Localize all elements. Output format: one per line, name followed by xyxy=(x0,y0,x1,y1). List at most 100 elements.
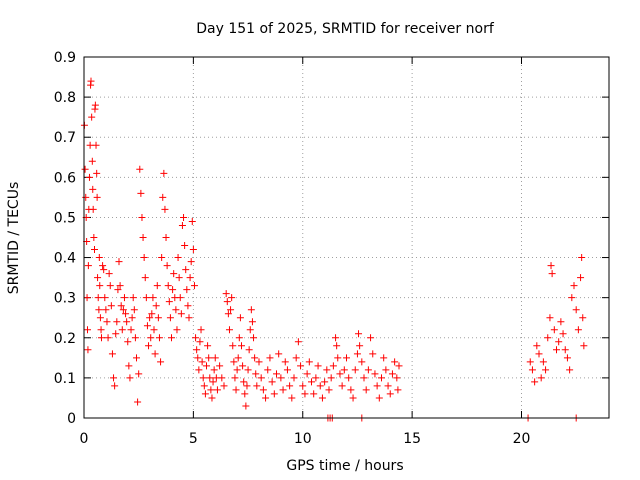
data-point xyxy=(108,350,116,358)
data-point xyxy=(116,282,124,290)
data-point xyxy=(579,314,587,322)
data-point xyxy=(180,213,188,221)
y-axis-label: SRMTID / TECUs xyxy=(6,182,22,295)
data-point xyxy=(201,390,209,398)
data-point xyxy=(175,274,183,282)
data-point xyxy=(117,302,125,310)
data-point xyxy=(111,382,119,390)
data-point xyxy=(233,366,241,374)
data-point xyxy=(195,366,203,374)
data-point xyxy=(153,282,161,290)
data-point xyxy=(155,334,163,342)
data-point xyxy=(246,326,254,334)
data-point xyxy=(347,386,355,394)
data-point xyxy=(301,390,309,398)
data-point xyxy=(373,382,381,390)
data-point xyxy=(206,374,214,382)
data-point xyxy=(333,342,341,350)
data-point xyxy=(83,294,91,302)
data-point xyxy=(537,374,545,382)
data-point xyxy=(119,306,127,314)
data-point xyxy=(134,398,142,406)
data-point xyxy=(235,334,243,342)
data-point xyxy=(95,306,103,314)
data-point xyxy=(208,394,216,402)
data-point xyxy=(318,394,326,402)
data-point xyxy=(329,362,337,370)
data-point xyxy=(97,326,105,334)
data-point xyxy=(340,366,348,374)
data-point xyxy=(550,326,558,334)
data-point xyxy=(371,370,379,378)
data-point xyxy=(375,394,383,402)
data-point xyxy=(183,286,191,294)
chart-title: Day 151 of 2025, SRMTID for receiver nor… xyxy=(196,21,495,37)
data-point xyxy=(245,346,253,354)
data-point xyxy=(218,374,226,382)
data-point xyxy=(544,334,552,342)
y-tick-labels: 0 0.1 0.2 0.3 0.4 0.5 0.6 0.7 0.8 0.9 xyxy=(54,50,76,427)
x-tick-label: 15 xyxy=(403,431,421,447)
data-point xyxy=(150,326,158,334)
data-point xyxy=(548,270,556,278)
data-point xyxy=(559,330,567,338)
data-point xyxy=(149,294,157,302)
data-point xyxy=(323,366,331,374)
data-point xyxy=(154,314,162,322)
data-point xyxy=(297,362,305,370)
data-point xyxy=(539,358,547,366)
data-point xyxy=(106,282,114,290)
data-point xyxy=(143,322,151,330)
x-tick-label: 10 xyxy=(294,431,312,447)
data-point xyxy=(336,370,344,378)
data-point xyxy=(94,274,102,282)
y-tick-label: 0 xyxy=(67,411,76,427)
data-point xyxy=(394,386,402,394)
data-point xyxy=(184,302,192,310)
data-point xyxy=(204,342,212,350)
data-point xyxy=(190,282,198,290)
data-point xyxy=(112,330,120,338)
data-point xyxy=(388,370,396,378)
data-point xyxy=(378,374,385,382)
data-point xyxy=(325,386,333,394)
data-point xyxy=(140,254,148,262)
data-point xyxy=(247,306,255,314)
data-point xyxy=(345,374,353,382)
data-point xyxy=(88,113,96,121)
data-point xyxy=(96,282,104,290)
data-point xyxy=(95,254,103,262)
data-point xyxy=(343,354,350,362)
data-point xyxy=(308,378,315,386)
data-point xyxy=(275,350,283,358)
data-point xyxy=(100,266,108,274)
data-point xyxy=(232,386,240,394)
data-point xyxy=(91,246,98,254)
data-point xyxy=(128,314,136,322)
data-point xyxy=(88,157,96,165)
data-point xyxy=(252,370,260,378)
data-point xyxy=(107,302,115,310)
data-point xyxy=(353,350,361,358)
data-point xyxy=(198,358,206,366)
data-point xyxy=(236,314,244,322)
data-point xyxy=(105,270,113,278)
data-point xyxy=(124,338,132,346)
data-point xyxy=(391,358,399,366)
data-point xyxy=(101,294,109,302)
data-point xyxy=(118,326,126,334)
data-point xyxy=(566,366,574,374)
data-point xyxy=(199,374,207,382)
data-point xyxy=(148,310,156,318)
data-point xyxy=(286,382,294,390)
data-point xyxy=(84,262,92,270)
data-point xyxy=(314,362,322,370)
data-point xyxy=(228,294,236,302)
data-point xyxy=(382,366,390,374)
data-point xyxy=(165,298,173,306)
data-point xyxy=(262,394,270,402)
y-tick-label: 0.1 xyxy=(54,371,76,387)
data-point xyxy=(207,386,215,394)
data-point xyxy=(570,282,578,290)
data-point xyxy=(172,306,180,314)
